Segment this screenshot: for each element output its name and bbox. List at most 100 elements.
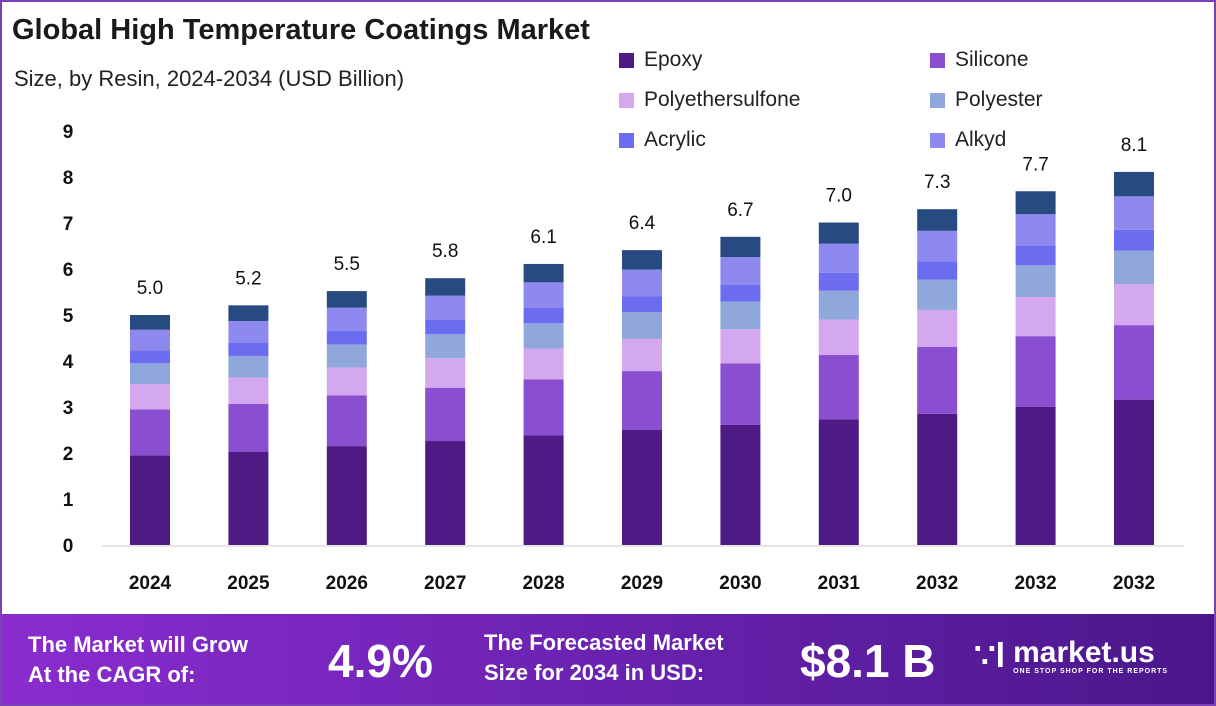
legend-label: Acrylic xyxy=(644,128,706,151)
bar-segment-polyester xyxy=(622,312,662,339)
bar-segment-silicone xyxy=(917,346,958,414)
legend-swatch xyxy=(619,52,634,68)
bar-segment-other xyxy=(818,222,859,244)
bar-segment-epoxy xyxy=(1015,407,1056,545)
bar-total-label: 6.4 xyxy=(629,213,656,234)
forecast-label: The Forecasted Market Size for 2034 in U… xyxy=(484,628,724,688)
bar-segment-epoxy xyxy=(1114,399,1154,545)
bar-segment-alkyd xyxy=(523,282,564,308)
bar-segment-epoxy xyxy=(818,419,859,545)
y-tick-label: 0 xyxy=(63,536,74,557)
bar-segment-silicone xyxy=(228,403,269,452)
bar-total-label: 7.3 xyxy=(924,172,950,193)
bar-segment-alkyd xyxy=(425,295,466,320)
chart-title: Global High Temperature Coatings Market xyxy=(12,14,590,46)
bar-segment-alkyd xyxy=(1114,196,1154,230)
bar-segment-other xyxy=(1015,191,1056,215)
forecast-label-line1: The Forecasted Market xyxy=(484,630,724,655)
bar-total-label: 7.7 xyxy=(1022,154,1048,175)
legend-item-epoxy: Epoxy xyxy=(619,48,702,72)
bar-segment-alkyd xyxy=(818,243,859,273)
bar-total-label: 7.0 xyxy=(826,186,852,207)
bar-segment-silicone xyxy=(326,395,367,447)
cagr-label-line2: At the CAGR of: xyxy=(28,662,196,687)
y-tick-label: 2 xyxy=(63,444,74,465)
bar-segment-polyester xyxy=(425,334,466,359)
bar-segment-polyethersulfone xyxy=(425,358,466,388)
bar-segment-epoxy xyxy=(130,455,170,545)
legend-item-acrylic: Acrylic xyxy=(619,128,706,152)
brand-logo-icon: ∵l xyxy=(974,637,1006,675)
bar-segment-polyethersulfone xyxy=(130,384,170,410)
x-tick-label: 2024 xyxy=(129,573,172,594)
bar-segment-epoxy xyxy=(228,451,269,545)
y-tick-label: 3 xyxy=(63,398,74,419)
bar-segment-polyester xyxy=(523,323,564,349)
cagr-label-line1: The Market will Grow xyxy=(28,632,249,657)
bar-segment-acrylic xyxy=(1114,229,1154,251)
bar-segment-silicone xyxy=(523,379,564,436)
y-tick-label: 1 xyxy=(63,490,74,511)
bar-segment-acrylic xyxy=(130,350,170,364)
bar-segment-epoxy xyxy=(720,424,761,545)
bar-total-label: 6.1 xyxy=(530,227,556,248)
x-tick-label: 2029 xyxy=(621,573,663,594)
bar-segment-acrylic xyxy=(523,307,564,324)
bar-segment-polyethersulfone xyxy=(622,338,662,372)
bar-segment-silicone xyxy=(818,355,859,420)
bar-segment-epoxy xyxy=(622,430,662,545)
legend-item-alkyd: Alkyd xyxy=(930,128,1006,152)
bar-segment-other xyxy=(917,209,958,231)
bar-segment-other xyxy=(228,305,269,321)
y-tick-label: 9 xyxy=(63,122,74,143)
legend-label: Silicone xyxy=(955,48,1029,71)
bar-segment-acrylic xyxy=(917,261,958,280)
bar-segment-epoxy xyxy=(326,446,367,545)
bar-segment-polyethersulfone xyxy=(818,319,859,356)
legend-label: Polyester xyxy=(955,88,1043,111)
bar-segment-other xyxy=(425,278,466,296)
bar-segment-silicone xyxy=(720,363,761,425)
bar-total-label: 8.1 xyxy=(1121,135,1147,156)
x-tick-label: 2031 xyxy=(818,573,861,594)
bar-segment-polyethersulfone xyxy=(917,309,958,347)
bar-segment-silicone xyxy=(1114,325,1154,400)
bar-segment-polyester xyxy=(228,355,269,378)
bar-segment-polyester xyxy=(130,363,170,384)
bar-segment-silicone xyxy=(1015,336,1056,407)
chart-subtitle: Size, by Resin, 2024-2034 (USD Billion) xyxy=(14,66,405,91)
bar-segment-acrylic xyxy=(425,319,466,335)
bar-segment-alkyd xyxy=(917,230,958,262)
bar-segment-polyethersulfone xyxy=(326,367,367,396)
bar-segment-epoxy xyxy=(917,413,958,545)
bar-total-label: 5.8 xyxy=(432,241,458,262)
bar-total-label: 5.2 xyxy=(235,268,261,289)
footer-banner: The Market will Grow At the CAGR of: 4.9… xyxy=(2,614,1214,704)
legend-swatch xyxy=(930,52,945,68)
legend-item-silicone: Silicone xyxy=(930,48,1029,72)
x-tick-label: 2032 xyxy=(1113,573,1155,594)
bar-segment-silicone xyxy=(425,387,466,442)
y-tick-label: 5 xyxy=(63,306,74,327)
x-tick-label: 2030 xyxy=(719,573,761,594)
y-tick-label: 6 xyxy=(63,260,74,281)
bar-segment-acrylic xyxy=(326,330,367,345)
bar-segment-polyester xyxy=(1114,250,1154,285)
bar-segment-acrylic xyxy=(818,272,859,291)
x-tick-label: 2027 xyxy=(424,573,466,594)
bar-segment-other xyxy=(326,291,367,308)
bar-segment-alkyd xyxy=(1015,214,1056,246)
legend-swatch xyxy=(930,132,945,148)
bar-segment-epoxy xyxy=(425,441,466,545)
x-tick-label: 2028 xyxy=(522,573,564,594)
brand-logo: ∵l market.us ONE STOP SHOP FOR THE REPOR… xyxy=(974,636,1168,676)
bar-segment-polyester xyxy=(818,290,859,320)
bar-segment-polyethersulfone xyxy=(1015,297,1056,337)
bar-segment-polyester xyxy=(720,301,761,330)
bar-segment-polyethersulfone xyxy=(228,377,269,404)
cagr-label: The Market will Grow At the CAGR of: xyxy=(28,630,248,690)
x-tick-label: 2025 xyxy=(227,573,270,594)
x-tick-label: 2026 xyxy=(326,573,368,594)
bar-segment-silicone xyxy=(130,409,170,456)
